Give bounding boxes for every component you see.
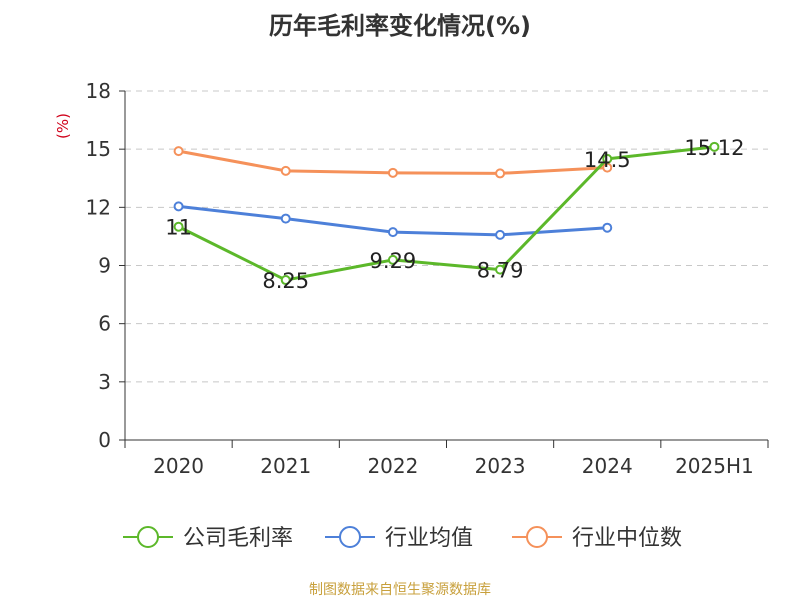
data-label: 11 [165, 216, 192, 240]
data-label: 9.29 [370, 249, 417, 273]
y-tick-label: 3 [98, 370, 111, 394]
grid-lines [125, 90, 768, 383]
y-tick-label: 18 [86, 79, 111, 103]
axes: 0 3 6 9 12 15 18 2020 2021 2022 2023 2024 2025H1 (%) [54, 79, 769, 478]
data-source-note: 制图数据来自恒生聚源数据库 [309, 582, 491, 598]
data-point[interactable] [495, 229, 506, 240]
legend-label: 行业均值 [385, 526, 473, 551]
y-tick-label: 0 [98, 428, 111, 452]
data-point[interactable] [173, 221, 184, 232]
y-tick-label: 15 [86, 137, 111, 161]
data-labels: 11 8.25 9.29 8.79 14.5 15.12 [165, 136, 744, 293]
legend-item[interactable]: 行业均值 [325, 526, 473, 551]
legend-marker [137, 526, 159, 548]
legend-item[interactable]: 行业中位数 [512, 526, 682, 551]
x-tick-label: 2021 [260, 454, 311, 478]
data-point[interactable] [387, 254, 398, 265]
data-label: 8.25 [262, 269, 309, 293]
data-point[interactable] [602, 222, 613, 233]
data-point[interactable] [602, 153, 613, 164]
data-point[interactable] [173, 146, 184, 157]
legend[interactable]: 公司毛利率 行业均值 行业中位数 [123, 526, 682, 551]
data-label: 15.12 [684, 136, 744, 160]
data-point[interactable] [280, 165, 291, 176]
data-point[interactable] [280, 275, 291, 286]
y-tick-label: 6 [98, 312, 111, 336]
x-tick-label: 2020 [153, 454, 204, 478]
legend-label: 公司毛利率 [183, 526, 293, 551]
x-tick-label: 2023 [475, 454, 526, 478]
legend-marker [339, 526, 361, 548]
data-point[interactable] [387, 167, 398, 178]
y-tick-label: 12 [86, 195, 111, 219]
data-point[interactable] [387, 227, 398, 238]
series-layer [173, 141, 720, 286]
data-point[interactable] [495, 168, 506, 179]
legend-label: 行业中位数 [572, 526, 682, 551]
y-tick-label: 9 [98, 254, 111, 278]
x-tick-label: 2022 [367, 454, 418, 478]
legend-marker [526, 526, 548, 548]
data-point[interactable] [173, 201, 184, 212]
data-point[interactable] [495, 264, 506, 275]
data-label: 14.5 [584, 148, 631, 172]
x-tick-label: 2024 [582, 454, 633, 478]
data-label: 8.79 [477, 259, 524, 283]
series-line [177, 145, 715, 282]
legend-item[interactable]: 公司毛利率 [123, 526, 293, 551]
x-tick-label: 2025H1 [675, 454, 754, 478]
chart-title: 历年毛利率变化情况(%) [269, 12, 531, 40]
data-point[interactable] [280, 213, 291, 224]
data-point[interactable] [709, 141, 720, 152]
y-axis-label: (%) [54, 113, 72, 139]
